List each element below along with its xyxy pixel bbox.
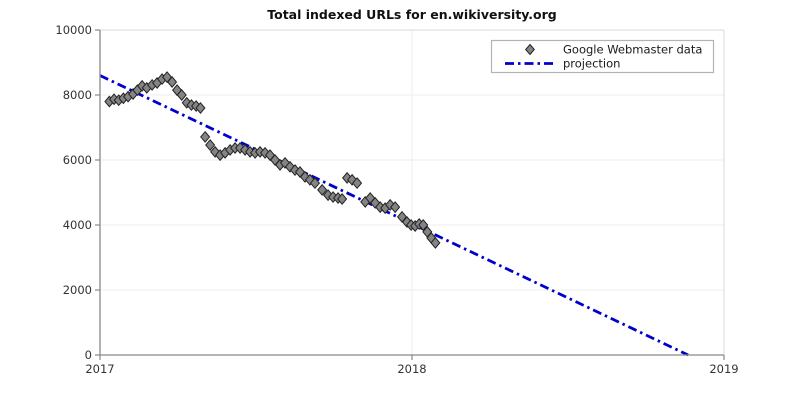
legend-label-webmaster-data: Google Webmaster data <box>563 43 702 57</box>
plot-border-light <box>100 29 725 355</box>
data-point-diamond <box>279 156 291 169</box>
legend-diamond-icon <box>525 43 535 56</box>
data-point-diamond <box>210 145 221 158</box>
x-tick-label: 2017 <box>85 362 114 376</box>
axis-ticks <box>95 29 725 360</box>
data-point-diamond <box>309 177 321 190</box>
data-point-diamond <box>167 76 178 88</box>
legend: Google Webmaster data projection <box>490 39 715 74</box>
data-point-diamond <box>176 89 187 101</box>
y-tick-label: 10000 <box>55 23 92 37</box>
data-point-diamond <box>289 164 301 177</box>
data-point-diamond <box>195 102 206 114</box>
x-tick-label: 2019 <box>709 362 738 376</box>
y-tick-label: 8000 <box>63 88 92 102</box>
y-tick-label: 6000 <box>63 153 92 167</box>
data-point-diamond <box>200 130 211 143</box>
data-point-diamond <box>401 216 413 229</box>
y-tick-label: 4000 <box>63 218 92 232</box>
legend-label-projection: projection <box>563 57 620 71</box>
gridlines <box>100 30 724 355</box>
data-point-diamond <box>323 189 334 202</box>
axis-tick-labels: 0 2000 4000 6000 8000 10000 2017 2018 2019 <box>55 23 738 376</box>
data-point-diamond <box>418 219 429 231</box>
data-point-diamond <box>352 177 363 190</box>
projection-line <box>99 74 689 357</box>
data-point-diamond <box>337 193 348 205</box>
data-point-diamond <box>317 183 328 196</box>
data-point-diamond <box>390 201 401 214</box>
x-tick-label: 2018 <box>397 362 426 376</box>
y-tick-label: 0 <box>85 348 92 362</box>
chart-title: Total indexed URLs for en.wikiversity.or… <box>267 7 557 22</box>
data-point-diamond <box>284 160 296 173</box>
data-point-diamond <box>430 236 441 249</box>
scatter-series <box>104 71 441 249</box>
data-point-diamond <box>181 96 192 109</box>
projection-line-path <box>99 74 689 357</box>
y-tick-label: 2000 <box>63 283 92 297</box>
data-point-diamond <box>205 139 216 152</box>
